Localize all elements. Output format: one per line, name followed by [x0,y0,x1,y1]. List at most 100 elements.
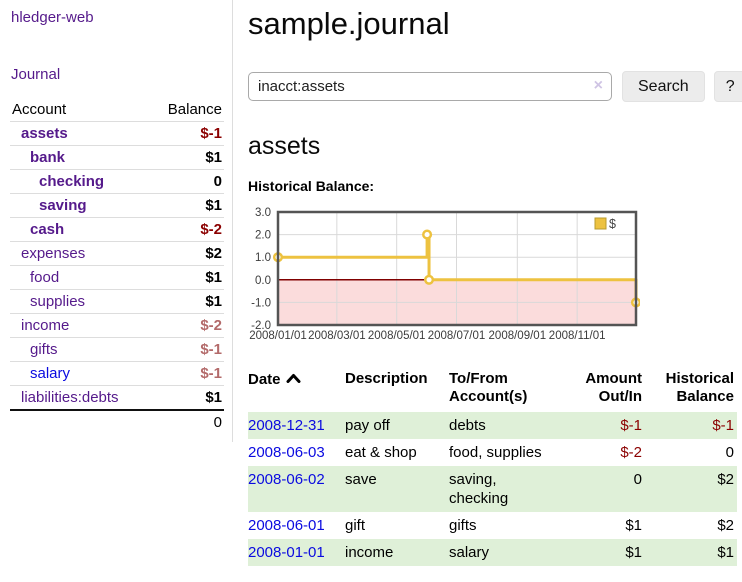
svg-text:2008/03/01: 2008/03/01 [308,330,366,342]
account-balance: $1 [151,289,224,314]
account-row: gifts $-1 [10,337,224,362]
svg-text:2.0: 2.0 [255,230,271,242]
svg-text:2008/05/01: 2008/05/01 [368,330,426,342]
account-link[interactable]: income [21,317,70,334]
account-row: salary $-1 [10,361,224,386]
accounts-total-row: 0 [10,409,224,434]
transaction-balance: $1 [717,544,734,561]
sidebar-item-journal[interactable]: Journal [11,66,61,83]
transaction-amount: $-2 [620,444,642,461]
main-content: sample.journal × Search ? assets Histori… [248,0,742,566]
transaction-amount: $1 [625,544,642,561]
transaction-date-link[interactable]: 2008-06-03 [248,444,325,461]
account-balance: $1 [151,385,224,411]
account-balance: $1 [151,265,224,290]
transaction-amount: 0 [633,471,642,488]
search-button[interactable]: Search [622,71,705,102]
account-balance: $2 [151,241,224,266]
account-row: bank $1 [10,145,224,170]
transaction-description: eat & shop [345,444,417,461]
chart-container: 3.0 2.0 1.0 0.0 -1.0 -2.0 2008/01/01 2008/03/01… [244,207,737,343]
chart-title: Historical Balance: [248,178,375,194]
account-link[interactable]: assets [21,125,68,142]
account-row: saving $1 [10,193,224,218]
date-header-label: Date [248,371,281,388]
column-header-tofrom: To/From Account(s) [449,370,528,405]
transaction-accounts: debts [449,417,486,434]
account-balance: $-1 [151,121,224,146]
accounts-total-spacer [10,409,152,434]
svg-text:3.0: 3.0 [255,207,271,219]
account-balance: $1 [151,193,224,218]
transaction-description: gift [345,517,366,534]
account-link[interactable]: cash [30,221,65,238]
account-balance: $-1 [151,361,224,386]
sidebar: hledger-web Journal Account Balance asse… [0,0,233,442]
transaction-date-link[interactable]: 2008-06-02 [248,471,325,488]
accounts-header-account: Account [10,98,152,122]
help-button[interactable]: ? [713,71,742,102]
accounts-tbody: assets $-1 bank $1 checking 0 saving $1 cash $-2 e… [10,121,224,411]
svg-text:2008/11/01: 2008/11/01 [549,330,606,342]
svg-text:0.0: 0.0 [255,275,271,287]
transaction-description: save [345,471,377,488]
account-link[interactable]: liabilities:debts [21,389,119,406]
transaction-row[interactable]: 2008-06-03 eat & shop food, supplies $-2 0 [248,439,737,466]
transaction-accounts: food, supplies [449,444,542,461]
account-balance: $-2 [151,313,224,338]
transaction-accounts: salary [449,544,490,561]
transaction-description: income [345,544,394,561]
transaction-row[interactable]: 2008-06-01 gift gifts $1 $2 [248,512,737,539]
transactions-header-row: Date Description To/From Account(s) Amou… [248,368,737,412]
account-balance: $1 [151,145,224,170]
svg-text:2008/01/01: 2008/01/01 [249,330,307,342]
account-link[interactable]: bank [30,149,66,166]
account-row: checking 0 [10,169,224,194]
account-row: income $-2 [10,313,224,338]
svg-text:2008/07/01: 2008/07/01 [428,330,486,342]
column-header-balance: Historical Balance [665,370,734,405]
transaction-balance: $2 [717,517,734,534]
transaction-amount: $-1 [620,417,642,434]
transaction-date-link[interactable]: 2008-06-01 [248,517,325,534]
account-row: supplies $1 [10,289,224,314]
transaction-balance: $-1 [712,417,734,434]
account-link[interactable]: expenses [21,245,86,262]
transaction-balance: 0 [725,444,734,461]
app-brand-link[interactable]: hledger-web [11,9,94,26]
account-row: expenses $2 [10,241,224,266]
account-balance: $-2 [151,217,224,242]
column-header-description: Description [345,370,428,387]
column-header-amount: Amount Out/In [585,370,642,405]
account-heading: assets [248,132,321,160]
sort-ascending-icon [286,370,301,388]
column-header-date[interactable]: Date [248,368,345,412]
transaction-balance: $2 [717,471,734,488]
transaction-date-link[interactable]: 2008-01-01 [248,544,325,561]
transaction-accounts: gifts [449,517,477,534]
page-title: sample.journal [248,6,450,41]
clear-search-icon[interactable]: × [593,77,603,94]
search-form: × Search ? [248,71,742,102]
transaction-row[interactable]: 2008-12-31 pay off debts $-1 $-1 [248,412,737,439]
account-link[interactable]: food [30,269,60,286]
accounts-header-row: Account Balance [10,98,224,122]
account-link[interactable]: gifts [30,341,58,358]
account-link[interactable]: salary [30,365,71,382]
account-row: food $1 [10,265,224,290]
transaction-row[interactable]: 2008-06-02 save saving, checking 0 $2 [248,466,737,512]
account-link[interactable]: checking [39,173,105,190]
search-input[interactable] [248,72,612,101]
accounts-table: Account Balance assets $-1 bank $1 checking 0… [10,98,224,434]
account-row: liabilities:debts $1 [10,385,224,411]
svg-text:2008/09/01: 2008/09/01 [489,330,547,342]
accounts-header-balance: Balance [151,98,224,122]
transaction-row[interactable]: 2008-01-01 income salary $1 $1 [248,539,737,566]
svg-text:1.0: 1.0 [255,252,271,264]
transaction-accounts: saving, checking [449,471,509,507]
account-link[interactable]: supplies [30,293,86,310]
account-link[interactable]: saving [39,197,87,214]
account-balance: $-1 [151,337,224,362]
transaction-date-link[interactable]: 2008-12-31 [248,417,325,434]
